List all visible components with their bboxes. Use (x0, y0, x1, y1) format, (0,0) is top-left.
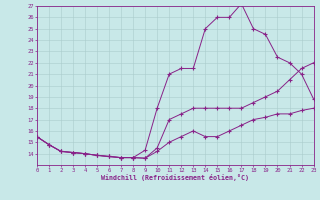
X-axis label: Windchill (Refroidissement éolien,°C): Windchill (Refroidissement éolien,°C) (101, 174, 249, 181)
